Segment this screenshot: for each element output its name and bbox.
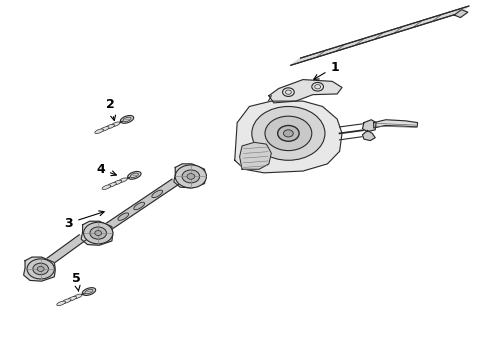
Ellipse shape — [67, 296, 76, 301]
Circle shape — [95, 230, 102, 235]
Ellipse shape — [151, 190, 163, 198]
Circle shape — [311, 82, 323, 91]
Text: 1: 1 — [313, 60, 338, 79]
Circle shape — [182, 170, 199, 183]
Ellipse shape — [105, 124, 114, 129]
Polygon shape — [81, 221, 113, 245]
Ellipse shape — [73, 294, 82, 299]
Polygon shape — [39, 235, 86, 269]
Polygon shape — [268, 80, 341, 103]
Circle shape — [282, 88, 294, 96]
Ellipse shape — [113, 180, 122, 185]
Ellipse shape — [102, 185, 111, 189]
Circle shape — [285, 90, 291, 94]
Circle shape — [33, 263, 48, 275]
Circle shape — [283, 130, 293, 137]
Ellipse shape — [62, 299, 71, 303]
Ellipse shape — [100, 127, 109, 131]
Polygon shape — [290, 6, 468, 65]
Polygon shape — [373, 120, 417, 128]
Polygon shape — [239, 142, 271, 169]
Circle shape — [264, 116, 311, 150]
Circle shape — [186, 174, 194, 179]
Circle shape — [251, 107, 325, 160]
Polygon shape — [453, 10, 467, 18]
Ellipse shape — [82, 288, 96, 296]
Ellipse shape — [120, 116, 133, 123]
Polygon shape — [23, 257, 55, 281]
Text: 3: 3 — [64, 211, 104, 230]
Ellipse shape — [118, 213, 128, 220]
Circle shape — [83, 222, 113, 244]
Circle shape — [314, 85, 320, 89]
Ellipse shape — [107, 183, 116, 187]
Circle shape — [175, 165, 206, 188]
Ellipse shape — [130, 173, 138, 177]
Circle shape — [277, 126, 299, 141]
Text: 4: 4 — [96, 163, 116, 176]
Ellipse shape — [85, 289, 93, 294]
Ellipse shape — [118, 178, 127, 183]
Ellipse shape — [134, 202, 144, 210]
Ellipse shape — [127, 171, 141, 179]
Text: 2: 2 — [106, 98, 115, 121]
Circle shape — [37, 266, 44, 271]
Ellipse shape — [111, 122, 120, 126]
Polygon shape — [362, 120, 375, 132]
Circle shape — [90, 227, 106, 239]
Polygon shape — [362, 131, 374, 140]
Ellipse shape — [95, 129, 103, 134]
Polygon shape — [173, 164, 205, 188]
Polygon shape — [100, 179, 178, 233]
Polygon shape — [234, 101, 341, 173]
Circle shape — [27, 259, 54, 279]
Text: 5: 5 — [72, 272, 81, 291]
Ellipse shape — [123, 117, 131, 122]
Ellipse shape — [57, 301, 65, 306]
